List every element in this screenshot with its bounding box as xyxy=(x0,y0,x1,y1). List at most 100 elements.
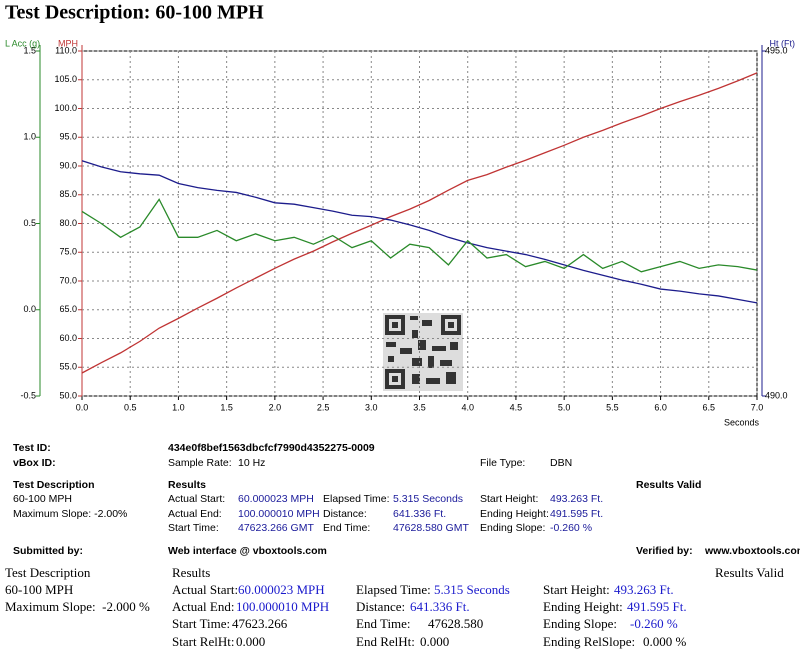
report-text: 491.595 Ft. xyxy=(627,599,687,614)
report-text: Distance: xyxy=(323,508,367,520)
x-tick-label: 6.0 xyxy=(654,402,667,412)
report-text: Results xyxy=(168,479,206,491)
report-text: Ending Slope: xyxy=(543,616,617,631)
report-text: Results xyxy=(172,565,210,580)
y-tick-label: 85.0 xyxy=(59,189,77,199)
x-tick-label: 1.0 xyxy=(172,402,185,412)
report-text: 47623.266 xyxy=(232,616,288,631)
x-tick-label: 3.5 xyxy=(413,402,426,412)
report-text: Maximum Slope: -2.000 % xyxy=(5,599,150,614)
x-axis-label: Seconds xyxy=(724,417,760,427)
y2-tick-label: 490.0 xyxy=(765,390,788,400)
y-tick-label: 55.0 xyxy=(59,362,77,372)
report-text: File Type: xyxy=(480,457,525,469)
y-tick-label: 70.0 xyxy=(59,275,77,285)
y-axis-label: MPH xyxy=(58,38,78,48)
report-text: 60.000023 MPH xyxy=(238,493,314,505)
series-line xyxy=(81,198,758,273)
report-text: 491.595 Ft. xyxy=(550,508,603,520)
report-text: www.vboxtools.com xyxy=(704,545,800,557)
report-text: 10 Hz xyxy=(238,457,265,469)
report-text: -0.260 % xyxy=(630,616,678,631)
report-text: Actual Start: xyxy=(168,493,225,505)
report-text: 434e0f8bef1563dbcfcf7990d4352275-0009 xyxy=(168,442,375,454)
report-text: Ending Height: xyxy=(543,599,623,614)
x-tick-label: 5.5 xyxy=(606,402,619,412)
report-text: End Time: xyxy=(323,522,370,534)
y-tick-label: 75.0 xyxy=(59,247,77,257)
report-text: Start RelHt: xyxy=(172,634,234,649)
report-text: 100.000010 MPH xyxy=(238,508,320,520)
report-text: Start Height: xyxy=(543,582,610,597)
y-tick-label: 90.0 xyxy=(59,160,77,170)
report-text: 0.000 xyxy=(420,634,449,649)
report-text: Web interface @ vboxtools.com xyxy=(168,545,327,557)
y3-tick-label: 0.5 xyxy=(23,218,36,228)
y2-tick-label: 495.0 xyxy=(765,45,788,55)
report-text: 60-100 MPH xyxy=(13,493,72,505)
report-text: Verified by: xyxy=(636,545,693,557)
y-tick-label: 110.0 xyxy=(55,45,77,55)
y3-tick-label: -0.5 xyxy=(20,390,36,400)
report-text: -0.260 % xyxy=(550,522,592,534)
report-text: 47628.580 GMT xyxy=(393,522,469,534)
report-text: Ending Height: xyxy=(480,508,549,520)
report-text: Distance: xyxy=(356,599,405,614)
y-tick-label: 100.0 xyxy=(54,103,77,113)
y-tick-label: 95.0 xyxy=(59,132,77,142)
report-text: Test ID: xyxy=(13,442,51,454)
chart-title: Test Description: 60-100 MPH xyxy=(5,2,264,24)
x-tick-label: 7.0 xyxy=(751,402,764,412)
report-text: Actual End: xyxy=(172,599,234,614)
report-text: 47628.580 xyxy=(428,616,483,631)
series-line xyxy=(81,160,758,304)
report-text: 5.315 Seconds xyxy=(434,582,510,597)
report-text: Start Time: xyxy=(172,616,230,631)
y3-tick-label: 1.0 xyxy=(23,132,36,142)
report-text: 60.000023 MPH xyxy=(238,582,325,597)
report-text: vBox ID: xyxy=(13,457,56,469)
report-text: 47623.266 GMT xyxy=(238,522,314,534)
x-tick-label: 6.5 xyxy=(703,402,716,412)
x-tick-label: 0.0 xyxy=(76,402,89,412)
y3-tick-label: 0.0 xyxy=(23,304,36,314)
y3-tick-label: 1.5 xyxy=(23,45,36,55)
y-tick-label: 105.0 xyxy=(54,74,77,84)
x-tick-label: 5.0 xyxy=(558,402,571,412)
y-tick-label: 60.0 xyxy=(59,333,77,343)
qr-code xyxy=(383,313,463,391)
report-text: 0.000 xyxy=(236,634,265,649)
x-tick-label: 0.5 xyxy=(124,402,137,412)
y-tick-label: 80.0 xyxy=(59,218,77,228)
series-line xyxy=(81,72,758,374)
report-text: Submitted by: xyxy=(13,545,83,557)
report-text: End RelHt: xyxy=(356,634,415,649)
report-text: Results Valid xyxy=(636,479,701,491)
report-text: Results Valid xyxy=(715,565,784,580)
report-text: 493.263 Ft. xyxy=(550,493,603,505)
y-tick-label: 50.0 xyxy=(59,390,77,400)
report-text: 60-100 MPH xyxy=(5,582,73,597)
x-tick-label: 2.5 xyxy=(317,402,330,412)
y3-axis-label: L Acc (g) xyxy=(5,38,40,48)
report-text: End Time: xyxy=(356,616,411,631)
report-text: 5.315 Seconds xyxy=(393,493,463,505)
report-text: Actual Start: xyxy=(172,582,238,597)
x-tick-label: 1.5 xyxy=(220,402,233,412)
report-text: Elapsed Time: xyxy=(323,493,390,505)
report-text: 641.336 Ft. xyxy=(410,599,470,614)
report-text: Actual End: xyxy=(168,508,222,520)
report-text: 0.000 % xyxy=(643,634,687,649)
report-text: Test Description xyxy=(13,479,95,491)
report-text: Start Time: xyxy=(168,522,219,534)
report-text: Elapsed Time: xyxy=(356,582,431,597)
report-text: 100.000010 MPH xyxy=(236,599,329,614)
report-text: 493.263 Ft. xyxy=(614,582,674,597)
y2-axis-label: Ht (Ft) xyxy=(770,38,796,48)
report-text: Maximum Slope: -2.00% xyxy=(13,508,127,520)
report-text: DBN xyxy=(550,457,572,469)
report-text: Start Height: xyxy=(480,493,538,505)
report-text: 641.336 Ft. xyxy=(393,508,446,520)
y-tick-label: 65.0 xyxy=(59,304,77,314)
